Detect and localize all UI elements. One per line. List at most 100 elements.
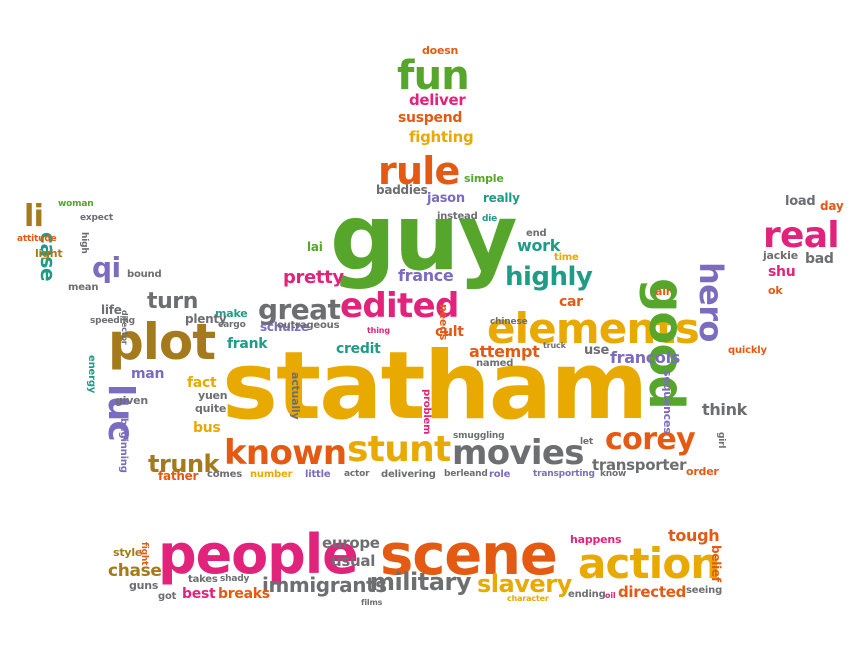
cloud-word: smuggling (453, 431, 505, 441)
cloud-word: know (600, 469, 627, 479)
cloud-word: order (686, 465, 719, 478)
cloud-word: best (182, 586, 216, 602)
cloud-word: cargo (218, 320, 246, 330)
cloud-word: yuen (198, 389, 228, 402)
cloud-word: belief (709, 545, 723, 582)
cloud-word: berleand (444, 469, 488, 479)
cloud-word: francois (610, 348, 680, 367)
cloud-word: baddies (376, 183, 428, 197)
cloud-word: usual (331, 552, 376, 570)
cloud-word: action (578, 539, 720, 588)
cloud-word: movies (452, 433, 585, 473)
cloud-word: rule (378, 149, 460, 193)
cloud-word: lai (307, 240, 323, 254)
cloud-word: tough (668, 526, 720, 545)
cloud-word: day (820, 199, 844, 213)
cloud-word: outrageous (277, 320, 340, 331)
cloud-word: qi (92, 251, 121, 284)
cloud-word: breaks (218, 586, 270, 602)
cloud-word: corey (605, 422, 696, 457)
cloud-word: given (115, 394, 149, 407)
cloud-word: seeing (686, 585, 723, 596)
cloud-word: man (131, 366, 165, 382)
cloud-word: fighting (409, 128, 474, 146)
cloud-word: takes (188, 574, 218, 585)
cloud-word: turn (147, 289, 198, 314)
cloud-word: director (120, 310, 129, 345)
cloud-word: girl (716, 432, 726, 449)
cloud-word: pretty (283, 267, 344, 288)
cloud-word: high (79, 232, 89, 254)
cloud-word: life (101, 303, 122, 317)
cloud-word: credit (336, 341, 381, 357)
cloud-word: bound (127, 269, 162, 280)
cloud-word: chinese (490, 317, 528, 327)
cloud-word: europe (322, 534, 380, 552)
cloud-word: films (361, 598, 383, 607)
cloud-word: happens (570, 533, 622, 546)
cloud-word: stunt (347, 429, 451, 470)
cloud-word: frank (227, 336, 268, 352)
cloud-word: car (559, 294, 583, 310)
cloud-word: work (517, 236, 561, 255)
cloud-word: sequences (661, 370, 674, 434)
cloud-word: got (158, 591, 177, 602)
cloud-word: mean (68, 282, 99, 293)
cloud-word: shady (220, 574, 250, 584)
cloud-word: shu (768, 264, 796, 280)
cloud-word: great (258, 293, 341, 326)
cloud-word: delivering (381, 469, 436, 480)
cloud-word: li (24, 199, 44, 234)
cloud-word: highly (505, 262, 593, 292)
cloud-word: let (580, 437, 593, 447)
cloud-word: light (35, 247, 63, 260)
cloud-word: plot (108, 313, 216, 371)
cloud-word: actor (344, 469, 370, 479)
cloud-word: woman (58, 199, 94, 209)
cloud-word: expect (80, 213, 114, 223)
cloud-word: bus (193, 420, 221, 436)
cloud-word: thing (367, 326, 390, 335)
cloud-word: bad (805, 251, 834, 267)
cloud-word: real (763, 215, 840, 256)
cloud-word: attitude (17, 234, 57, 244)
cloud-word: truck (543, 341, 566, 350)
cloud-word: air (655, 285, 671, 298)
cloud-word: jackie (763, 249, 798, 262)
cloud-word: fact (187, 375, 217, 391)
cloud-word: trunk (148, 450, 220, 478)
cloud-word: schulze (260, 320, 309, 334)
cloud-word: end (526, 228, 547, 239)
cloud-word: deliver (409, 91, 466, 109)
cloud-word: transporting (533, 469, 595, 479)
cloud-word: known (224, 433, 347, 473)
cloud-word: speeding (90, 316, 135, 326)
cloud-word: france (398, 266, 454, 285)
cloud-word: elements (487, 304, 700, 353)
cloud-word: oil (605, 591, 616, 600)
cloud-word: ending (568, 589, 606, 600)
cloud-word: transporter (592, 456, 687, 474)
cloud-word: energy (86, 355, 97, 394)
cloud-word: quickly (728, 345, 767, 356)
cloud-word: named (476, 358, 514, 369)
cloud-word: comes (207, 469, 242, 480)
cloud-word: time (554, 252, 579, 263)
cloud-word: make (215, 307, 248, 320)
cloud-word: beginning (118, 418, 129, 473)
cloud-word: hero (692, 262, 730, 342)
cloud-word: guns (129, 579, 159, 592)
cloud-word: fight (139, 542, 149, 566)
cloud-word: statham (222, 332, 648, 441)
cloud-word: suspend (398, 110, 463, 126)
cloud-word: chase (108, 561, 162, 581)
cloud-word: actually (289, 372, 302, 420)
cloud-word: doesn (422, 44, 459, 57)
cloud-word: immigrants (262, 573, 387, 597)
cloud-word: needs (437, 304, 450, 341)
cloud-word: use (584, 343, 610, 358)
cloud-word: military (370, 568, 471, 596)
cloud-word: style (113, 546, 143, 559)
cloud-word: people (158, 523, 359, 586)
